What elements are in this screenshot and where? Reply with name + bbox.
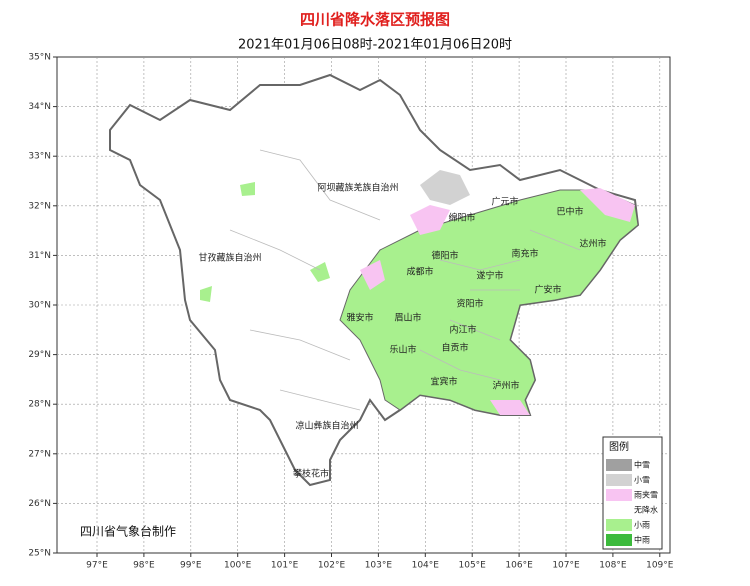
place-label: 内江市 [449, 324, 476, 336]
place-label: 乐山市 [389, 344, 416, 356]
lat-tick-label: 34°N [28, 102, 51, 112]
lat-tick-label: 35°N [28, 53, 51, 63]
lon-tick-label: 104°E [412, 561, 440, 571]
place-label: 眉山市 [394, 312, 421, 324]
place-label: 绵阳市 [448, 212, 475, 224]
lon-tick-label: 101°E [271, 561, 299, 571]
place-label: 德阳市 [431, 250, 458, 262]
lon-tick-label: 102°E [318, 561, 346, 571]
map-subtitle: 2021年01月06日08时-2021年01月06日20时 [238, 38, 512, 53]
lon-tick-label: 106°E [505, 561, 533, 571]
lon-tick-label: 103°E [365, 561, 393, 571]
map-title: 四川省降水落区预报图 [300, 11, 450, 29]
lat-tick-label: 33°N [28, 152, 51, 162]
legend-label: 无降水 [634, 505, 658, 515]
legend-label: 小雪 [634, 476, 650, 485]
lat-tick-label: 27°N [28, 449, 51, 459]
legend-label: 中雨 [634, 535, 650, 545]
sleet-area [360, 188, 635, 415]
legend-swatch [606, 534, 632, 546]
lon-tick-label: 99°E [180, 561, 202, 571]
place-label: 自贡市 [441, 342, 468, 354]
place-label: 宜宾市 [430, 376, 457, 388]
place-label: 成都市 [406, 266, 433, 278]
light-snow-area [420, 170, 470, 205]
legend-label: 雨夹雪 [634, 490, 658, 500]
lat-tick-label: 29°N [28, 350, 51, 360]
lon-tick-label: 108°E [599, 561, 627, 571]
legend-label: 中雪 [634, 460, 650, 470]
place-label: 广元市 [491, 196, 518, 208]
lon-tick-label: 100°E [224, 561, 252, 571]
place-label: 资阳市 [456, 298, 483, 310]
lat-tick-label: 26°N [28, 499, 51, 509]
place-label: 甘孜藏族自治州 [198, 252, 261, 264]
county-boundaries [229, 149, 581, 411]
place-label: 泸州市 [492, 380, 519, 392]
lon-tick-label: 98°E [133, 561, 155, 571]
legend-swatch [606, 459, 632, 471]
place-label: 攀枝花市 [293, 468, 329, 480]
place-label: 达州市 [579, 238, 606, 250]
lat-tick-label: 28°N [28, 400, 51, 410]
place-label: 雅安市 [346, 312, 373, 324]
lat-tick-label: 30°N [28, 301, 51, 311]
lon-tick-label: 107°E [552, 561, 580, 571]
place-label: 巴中市 [556, 206, 583, 218]
place-label: 南充市 [511, 248, 538, 260]
lat-tick-label: 31°N [28, 251, 51, 261]
legend-swatch [606, 519, 632, 531]
legend-label: 小雨 [634, 521, 650, 530]
lat-tick-label: 32°N [28, 201, 51, 211]
lon-tick-label: 105°E [459, 561, 487, 571]
place-label: 凉山彝族自治州 [295, 420, 358, 432]
credit: 四川省气象台制作 [80, 524, 176, 539]
lon-tick-label: 97°E [86, 561, 108, 571]
lon-tick-label: 109°E [646, 561, 674, 571]
place-label: 阿坝藏族羌族自治州 [317, 182, 398, 194]
legend-swatch [606, 504, 632, 516]
lat-tick-label: 25°N [28, 549, 51, 559]
legend-swatch [606, 489, 632, 501]
legend-swatch [606, 474, 632, 486]
place-label: 遂宁市 [476, 270, 503, 282]
legend-title: 图例 [609, 440, 629, 453]
place-label: 广安市 [534, 284, 561, 296]
